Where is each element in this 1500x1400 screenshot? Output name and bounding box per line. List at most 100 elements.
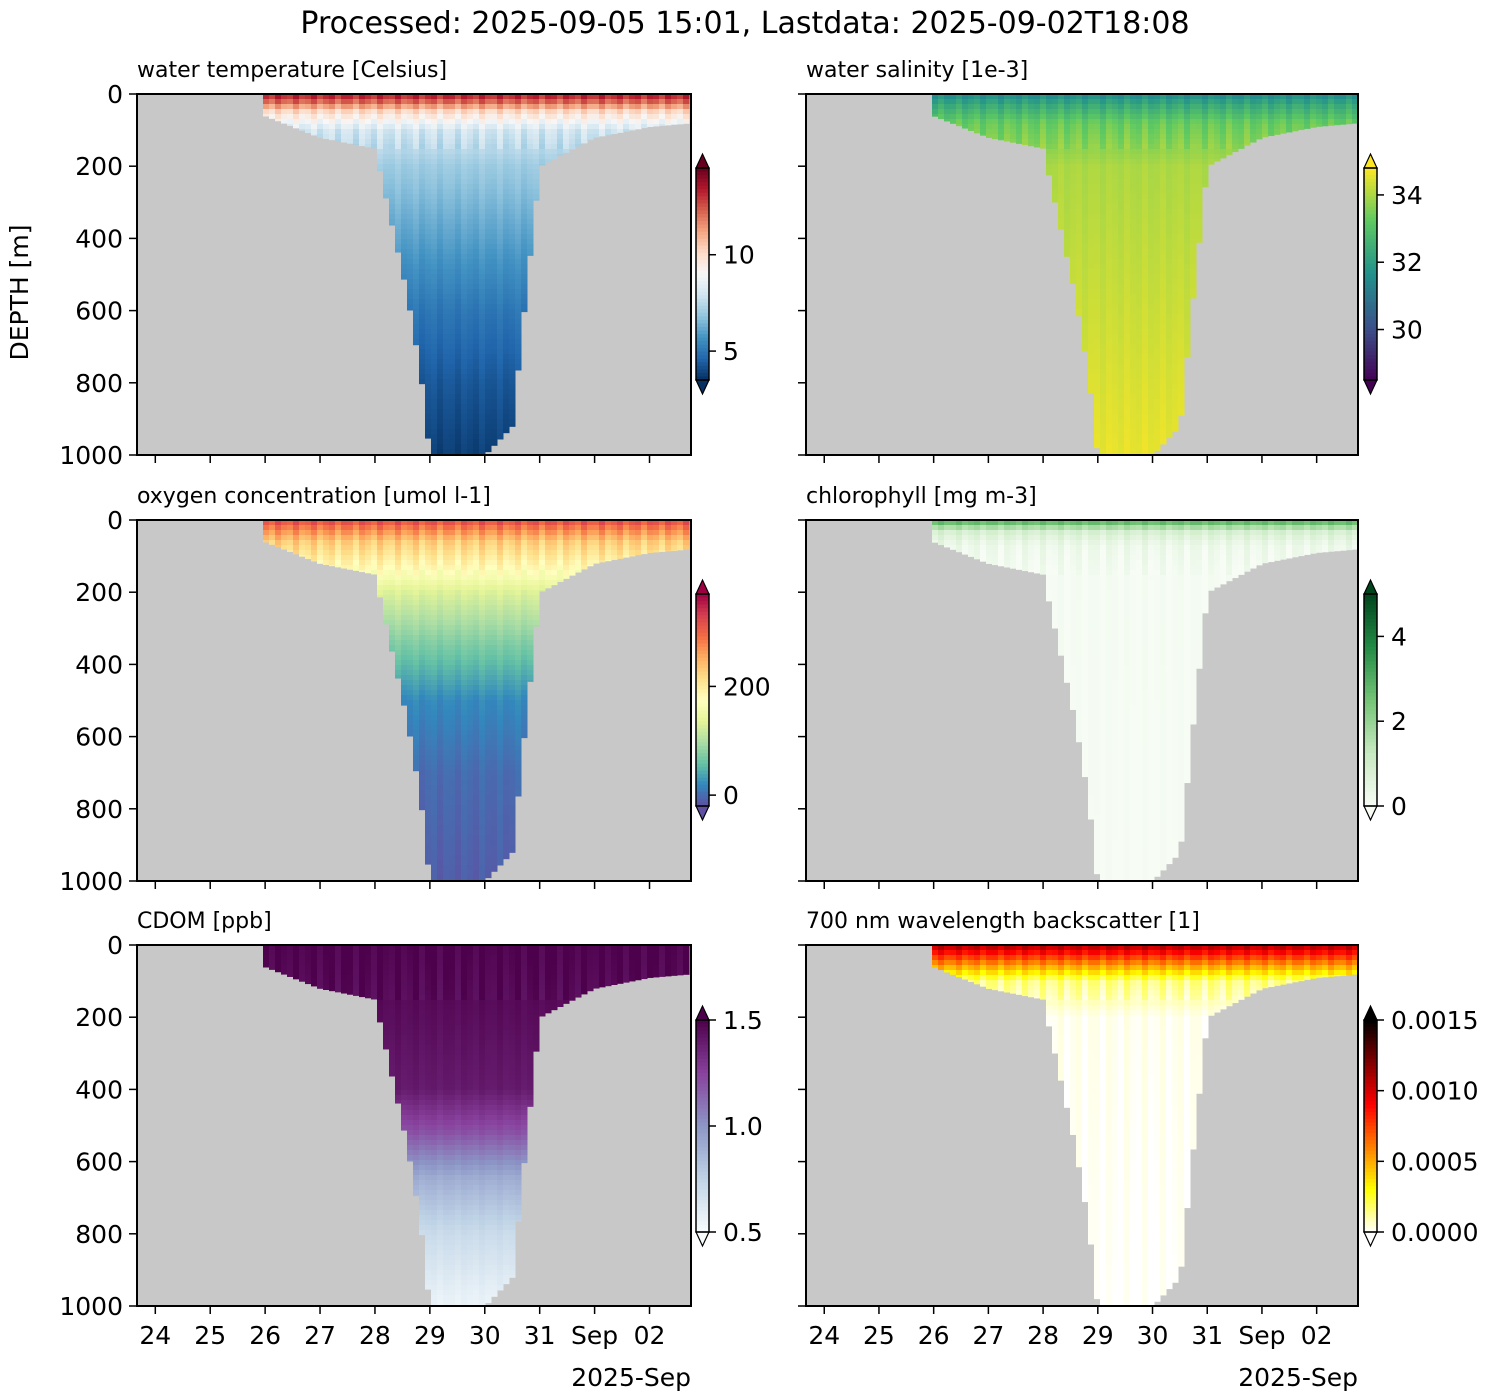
heatmap-cell — [1094, 104, 1101, 110]
heatmap-cell — [1166, 374, 1173, 380]
heatmap-cell — [527, 159, 534, 165]
heatmap-cell — [419, 530, 426, 536]
heatmap-cell — [449, 555, 456, 561]
heatmap-cell — [323, 109, 330, 115]
heatmap-cell — [413, 209, 420, 215]
heatmap-cell — [1016, 124, 1023, 130]
heatmap-cell — [461, 790, 468, 796]
heatmap-cell — [1064, 94, 1071, 100]
heatmap-cell — [1082, 144, 1089, 150]
y-tick-label: 600 — [75, 297, 123, 326]
heatmap-cell — [1022, 129, 1029, 135]
heatmap-cell — [1226, 149, 1233, 155]
heatmap-cell — [1190, 144, 1197, 150]
heatmap-cell — [527, 119, 534, 125]
heatmap-cell — [437, 409, 444, 415]
heatmap-cell — [377, 169, 384, 172]
heatmap-cell — [431, 645, 438, 651]
heatmap-cell — [1202, 114, 1209, 120]
heatmap-cell — [401, 565, 408, 571]
heatmap-cell — [509, 329, 516, 335]
heatmap-cell — [455, 570, 462, 576]
heatmap-cell — [647, 99, 654, 105]
heatmap-cell — [1130, 439, 1137, 445]
heatmap-cell — [341, 565, 348, 569]
heatmap-cell — [1070, 99, 1077, 105]
heatmap-cell — [473, 344, 480, 350]
heatmap-cell — [455, 625, 462, 631]
heatmap-cell — [1112, 279, 1119, 285]
heatmap-cell — [1124, 279, 1131, 285]
heatmap-cell — [1304, 99, 1311, 105]
heatmap-cell — [1124, 204, 1131, 210]
heatmap-cell — [1058, 99, 1065, 105]
colorbar-segment — [1364, 210, 1377, 215]
heatmap-cell — [623, 99, 630, 105]
heatmap-cell — [425, 590, 432, 596]
heatmap-cell — [1106, 259, 1113, 265]
heatmap-cell — [1046, 124, 1053, 130]
heatmap-cell — [275, 94, 282, 100]
heatmap-cell — [467, 154, 474, 160]
heatmap-cell — [1244, 94, 1251, 100]
heatmap-cell — [281, 530, 288, 536]
heatmap-cell — [653, 114, 660, 120]
heatmap-cell — [491, 184, 498, 190]
heatmap-cell — [1094, 399, 1101, 405]
heatmap-cell — [455, 269, 462, 275]
heatmap-cell — [479, 239, 486, 245]
heatmap-cell — [461, 695, 468, 701]
heatmap-cell — [521, 174, 528, 180]
heatmap-cell — [1268, 129, 1275, 135]
heatmap-cell — [383, 144, 390, 150]
heatmap-cell — [1160, 334, 1167, 340]
heatmap-cell — [299, 94, 306, 100]
heatmap-cell — [419, 585, 426, 591]
heatmap-cell — [1058, 219, 1065, 225]
heatmap-cell — [1106, 354, 1113, 360]
heatmap-cell — [281, 545, 288, 550]
heatmap-cell — [389, 580, 396, 586]
heatmap-cell — [1118, 174, 1125, 180]
heatmap-cell — [1136, 279, 1143, 285]
heatmap-cell — [383, 565, 390, 571]
heatmap-cell — [1202, 159, 1209, 165]
heatmap-cell — [1124, 339, 1131, 345]
heatmap-cell — [479, 424, 486, 430]
heatmap-cell — [383, 109, 390, 115]
heatmap-cell — [1124, 199, 1131, 205]
heatmap-cell — [1112, 264, 1119, 270]
heatmap-cell — [347, 129, 354, 135]
heatmap-cell — [503, 339, 510, 345]
heatmap-cell — [1160, 439, 1167, 445]
heatmap-cell — [1070, 199, 1077, 205]
heatmap-cell — [1166, 364, 1173, 370]
heatmap-cell — [1088, 164, 1095, 170]
heatmap-cell — [539, 159, 546, 165]
heatmap-cell — [1136, 324, 1143, 330]
heatmap-cell — [425, 740, 432, 746]
heatmap-cell — [461, 610, 468, 616]
heatmap-cell — [497, 314, 504, 320]
heatmap-cell — [401, 179, 408, 185]
heatmap-cell — [425, 189, 432, 195]
heatmap-cell — [1202, 154, 1209, 160]
heatmap-cell — [575, 134, 582, 140]
heatmap-cell — [473, 414, 480, 420]
heatmap-cell — [1256, 94, 1263, 100]
heatmap-cell — [377, 164, 384, 170]
heatmap-cell — [413, 334, 420, 340]
heatmap-cell — [443, 525, 450, 531]
heatmap-cell — [539, 144, 546, 150]
heatmap-cell — [1100, 314, 1107, 320]
heatmap-cell — [383, 585, 390, 591]
heatmap-cell — [1226, 154, 1233, 156]
heatmap-cell — [407, 259, 414, 265]
heatmap-cell — [449, 204, 456, 210]
heatmap-cell — [473, 294, 480, 300]
heatmap-cell — [431, 349, 438, 355]
heatmap-cell — [1166, 204, 1173, 210]
heatmap-cell — [437, 419, 444, 425]
heatmap-cell — [1178, 224, 1185, 230]
heatmap-cell — [485, 274, 492, 280]
